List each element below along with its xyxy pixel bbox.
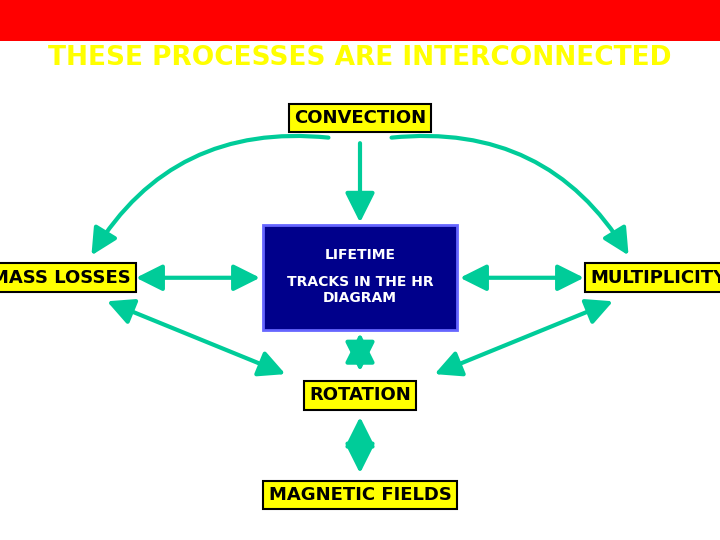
FancyArrowPatch shape: [140, 267, 256, 289]
FancyBboxPatch shape: [263, 225, 457, 330]
FancyArrowPatch shape: [94, 136, 328, 252]
FancyArrowPatch shape: [348, 338, 372, 367]
Text: ROTATION: ROTATION: [309, 386, 411, 404]
Text: MAGNETIC FIELDS: MAGNETIC FIELDS: [269, 486, 451, 504]
Text: THESE PROCESSES ARE INTERCONNECTED: THESE PROCESSES ARE INTERCONNECTED: [48, 45, 672, 71]
FancyArrowPatch shape: [348, 143, 372, 218]
Text: MASS LOSSES: MASS LOSSES: [0, 269, 131, 287]
FancyArrowPatch shape: [112, 301, 281, 374]
Text: TRACKS IN THE HR
DIAGRAM: TRACKS IN THE HR DIAGRAM: [287, 275, 433, 305]
Text: MULTIPLICITY: MULTIPLICITY: [590, 269, 720, 287]
FancyArrowPatch shape: [348, 422, 372, 469]
Text: CONVECTION: CONVECTION: [294, 109, 426, 127]
FancyArrowPatch shape: [392, 136, 626, 252]
Text: LIFETIME: LIFETIME: [325, 248, 395, 262]
FancyArrowPatch shape: [439, 301, 608, 374]
FancyArrowPatch shape: [464, 267, 580, 289]
